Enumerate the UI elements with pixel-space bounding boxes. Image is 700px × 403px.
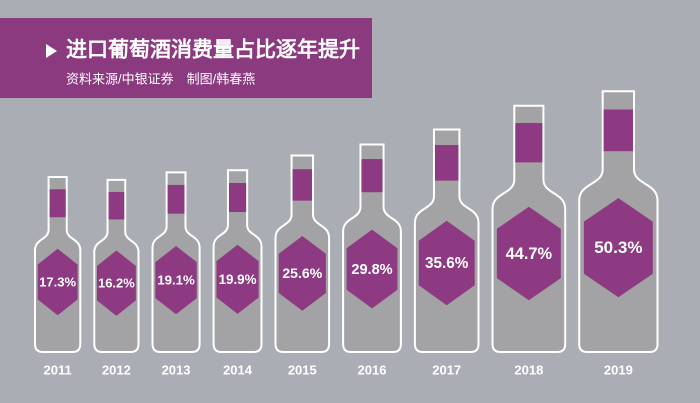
bottle-neck-band — [361, 159, 383, 193]
bottle-label — [346, 229, 398, 309]
value-label: 50.3% — [594, 238, 642, 257]
title-box — [0, 18, 372, 98]
bottle-label — [96, 250, 136, 316]
x-tick-label: 2018 — [514, 362, 543, 377]
x-tick-label: 2015 — [288, 362, 317, 377]
x-tick-label: 2019 — [604, 362, 633, 377]
value-label: 19.1% — [157, 273, 195, 288]
value-label: 17.3% — [39, 274, 76, 289]
bottle-label — [583, 198, 653, 298]
bottle-neck-band — [108, 191, 125, 220]
bottle-neck-band — [603, 109, 634, 152]
x-tick-label: 2011 — [44, 362, 72, 377]
value-label: 25.6% — [282, 265, 322, 281]
bottle-neck-band — [434, 145, 459, 181]
bottle-label — [155, 246, 197, 315]
value-label: 44.7% — [506, 245, 553, 263]
x-tick-label: 2016 — [358, 362, 387, 377]
chart-subtitle: 资料来源/中银证券 制图/韩春燕 — [66, 71, 255, 86]
value-label: 19.9% — [219, 272, 257, 287]
x-tick-label: 2012 — [102, 362, 131, 377]
value-label: 29.8% — [351, 262, 392, 278]
bottle-label — [216, 244, 259, 314]
title-arrow — [46, 44, 57, 58]
chart-title: 进口葡萄酒消费量占比逐年提升 — [66, 38, 360, 62]
bottle-neck-band — [167, 184, 185, 214]
bottle-neck-band — [292, 169, 313, 201]
bottle-label — [418, 220, 475, 306]
bottle-neck-band — [228, 182, 247, 213]
bottle-label — [37, 248, 78, 316]
bottle-label — [278, 236, 326, 311]
x-tick-label: 2013 — [162, 362, 191, 377]
x-tick-label: 2017 — [432, 362, 461, 377]
bottle-neck-band — [49, 189, 66, 218]
bottle-neck-band — [515, 123, 543, 163]
bottle-label — [496, 206, 561, 301]
value-label: 16.2% — [98, 276, 135, 291]
value-label: 35.6% — [425, 255, 469, 272]
x-tick-label: 2014 — [223, 362, 253, 377]
